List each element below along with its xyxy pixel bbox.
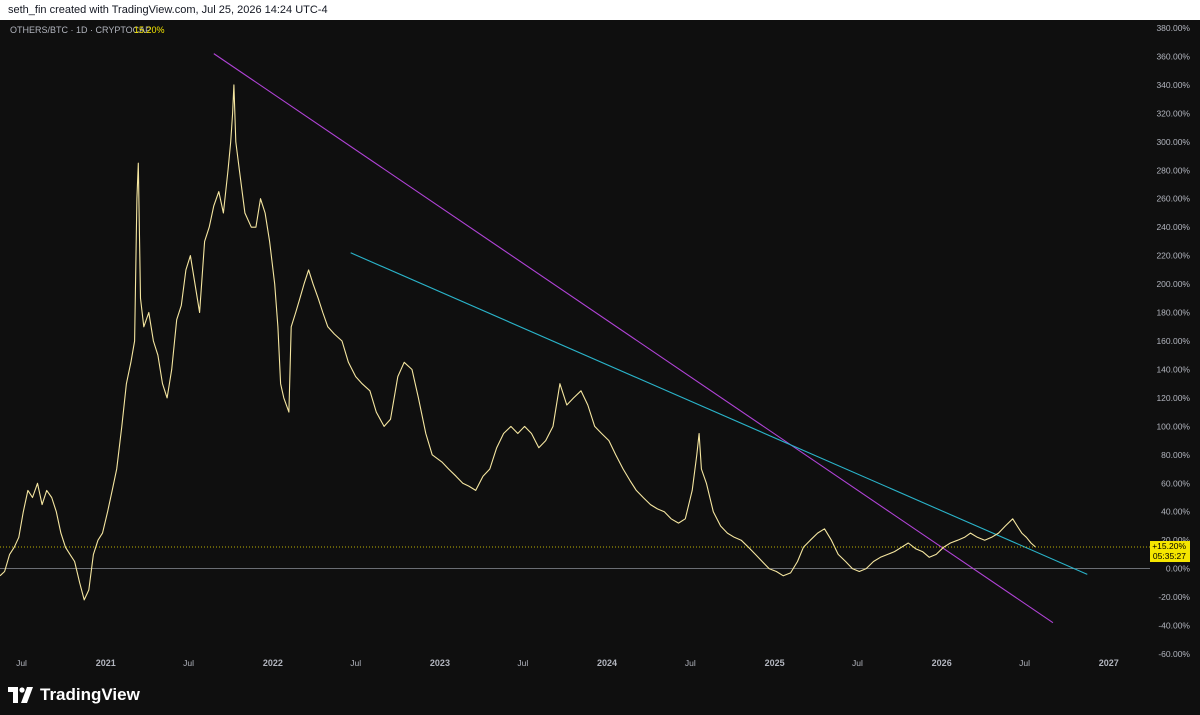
y-axis[interactable]: 380.00% 360.00% 340.00% 320.00% 300.00% 280.0… [1150, 23, 1190, 659]
attribution-header: seth_fin created with TradingView.com, J… [0, 0, 1200, 20]
x-tick-label: 2022 [263, 658, 283, 668]
tradingview-logo-icon [8, 687, 33, 703]
y-tick-label: 180.00% [1156, 308, 1190, 318]
badge-value: +15.20% [1152, 541, 1186, 551]
y-tick-label: 240.00% [1156, 222, 1190, 232]
y-tick-label: 80.00% [1161, 450, 1190, 460]
x-tick-label: Jul [1019, 658, 1030, 668]
y-tick-label: 360.00% [1156, 51, 1190, 61]
y-tick-label: 340.00% [1156, 80, 1190, 90]
y-tick-label: 200.00% [1156, 279, 1190, 289]
x-tick-label: Jul [350, 658, 361, 668]
y-tick-label: 280.00% [1156, 165, 1190, 175]
y-tick-label: 260.00% [1156, 194, 1190, 204]
y-tick-label: 160.00% [1156, 336, 1190, 346]
x-tick-label: 2024 [597, 658, 617, 668]
badge-background [1150, 541, 1190, 563]
tradingview-logo[interactable]: TradingView [8, 684, 140, 706]
x-tick-label: 2025 [765, 658, 785, 668]
y-tick-label: 0.00% [1166, 564, 1191, 574]
x-tick-label: 2021 [96, 658, 116, 668]
x-tick-label: Jul [16, 658, 27, 668]
x-tick-label: 2026 [932, 658, 952, 668]
y-tick-label: 320.00% [1156, 108, 1190, 118]
x-tick-label: Jul [183, 658, 194, 668]
y-tick-label: 20.00% [1161, 535, 1190, 545]
x-axis[interactable]: Jul 2021 Jul 2022 Jul 2023 Jul 2024 Jul 2025 Jul 20… [16, 658, 1119, 668]
y-tick-label: 220.00% [1156, 251, 1190, 261]
plot-layer [0, 53, 1150, 624]
y-tick-label: -20.00% [1158, 592, 1190, 602]
x-tick-label: Jul [685, 658, 696, 668]
x-tick-label: 2023 [430, 658, 450, 668]
last-price-badge: +15.20%05:35:27 [1150, 541, 1190, 563]
brand-name: TradingView [40, 685, 140, 704]
trendline-purple[interactable] [213, 53, 1054, 624]
x-tick-label: 2027 [1099, 658, 1119, 668]
x-tick-label: Jul [852, 658, 863, 668]
symbol-legend: OTHERS/BTC · 1D · CRYPTOCAP 15.20% [10, 25, 165, 35]
y-tick-label: -60.00% [1158, 649, 1190, 659]
last-value-label: 15.20% [134, 25, 165, 35]
x-tick-label: Jul [517, 658, 528, 668]
y-tick-label: 300.00% [1156, 137, 1190, 147]
badge-countdown: 05:35:27 [1153, 551, 1186, 561]
y-tick-label: -40.00% [1158, 621, 1190, 631]
y-tick-label: 100.00% [1156, 421, 1190, 431]
footer: TradingView [0, 676, 1200, 715]
price-chart[interactable]: 380.00% 360.00% 340.00% 320.00% 300.00% 280.0… [0, 20, 1200, 676]
chart-panel[interactable]: 380.00% 360.00% 340.00% 320.00% 300.00% 280.0… [0, 20, 1200, 676]
y-tick-label: 60.00% [1161, 478, 1190, 488]
symbol-label: OTHERS/BTC · 1D · CRYPTOCAP [10, 25, 151, 35]
trendline-cyan[interactable] [350, 252, 1088, 575]
price-series-line [0, 84, 1036, 601]
y-tick-label: 140.00% [1156, 364, 1190, 374]
y-tick-label: 120.00% [1156, 393, 1190, 403]
y-tick-label: 40.00% [1161, 507, 1190, 517]
y-tick-label: 380.00% [1156, 23, 1190, 33]
